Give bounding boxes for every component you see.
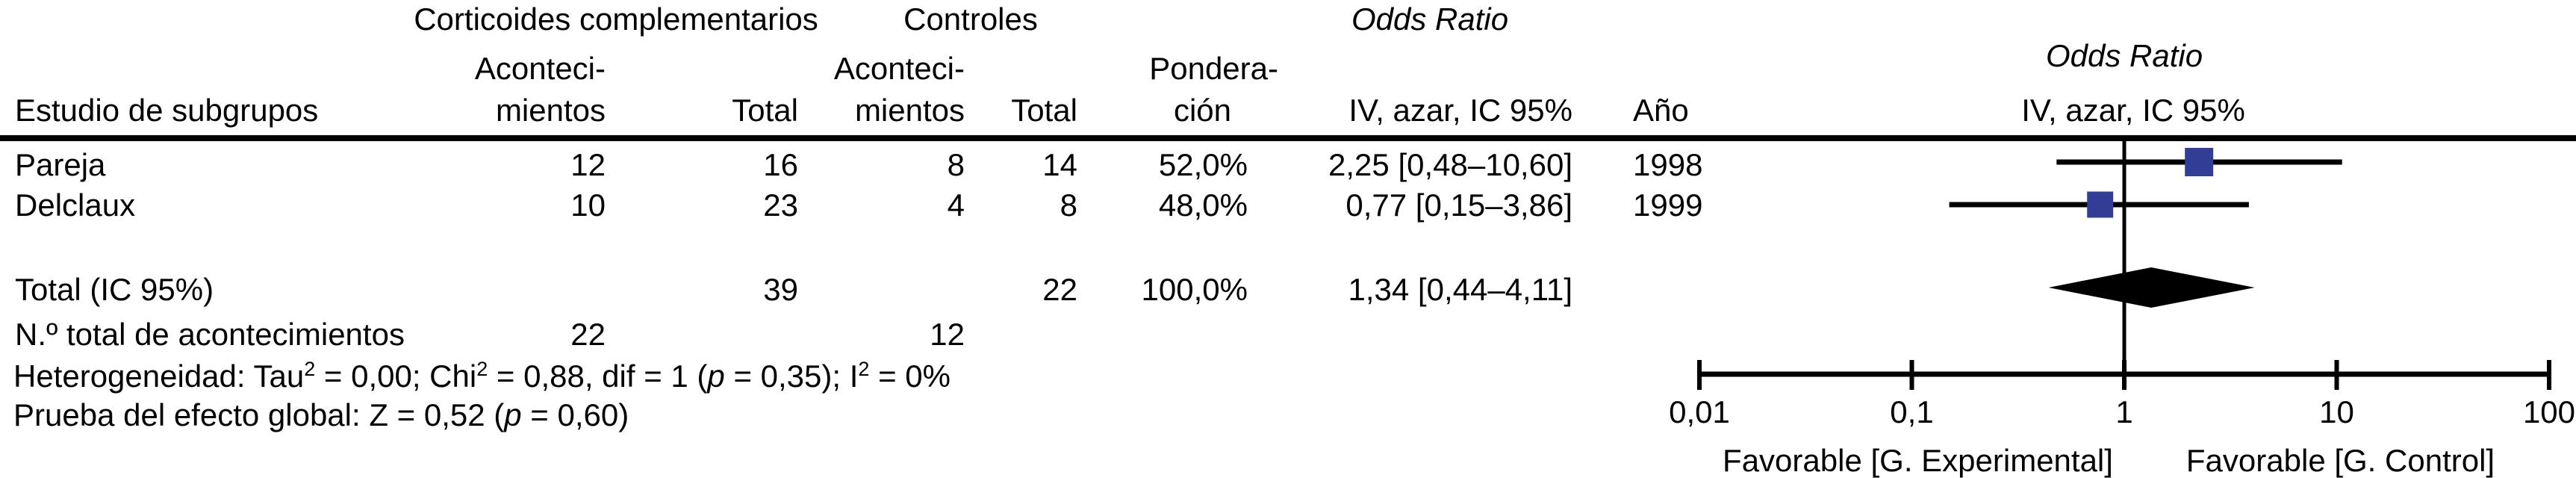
col-header-study: Estudio de subgrupos [15,93,319,128]
header-row-2: Aconteci- Aconteci- Pondera- [0,51,1717,87]
col-header-ctrl-events-1: Aconteci- [833,51,965,86]
axis-tick-label: 0,1 [1890,394,1933,429]
axis-tick-label: 0,01 [1669,394,1730,429]
plot-subtitle: IV, azar, IC 95% [2021,93,2245,128]
total-row: Total (IC 95%) 39 22 100,0% 1,34 [0,44–4… [0,270,1717,310]
total-ctrl-total: 22 [1042,272,1077,307]
table-row: Pareja 12 16 8 14 52,0% 2,25 [0,48–10,60… [0,145,1717,185]
col-header-or-ci: IV, azar, IC 95% [1348,93,1572,128]
col-header-ctrl-total: Total [1011,93,1077,128]
plot-title: Odds Ratio [2045,38,2203,73]
year: 1999 [1633,187,1703,223]
weight: 52,0% [1158,147,1248,182]
heterogeneity-stats: Heterogeneidad: Tau2 = 0,00; Chi2 = 0,88… [13,358,951,394]
total-ctrl-events: 12 [930,317,965,352]
ctrl-total: 8 [1060,187,1077,223]
or-ci: 0,77 [0,15–3,86] [1345,187,1572,223]
weight: 48,0% [1158,187,1248,223]
axis-tick-label: 100 [2523,394,2575,429]
total-events-label: N.º total de acontecimientos [15,317,405,352]
study-name: Pareja [15,147,106,182]
exp-total: 23 [763,187,798,223]
favors-left-label: Favorable [G. Experimental] [1723,443,2113,478]
col-header-weight-1: Pondera- [1149,51,1278,86]
col-header-year: Año [1633,93,1689,128]
col-header-weight-2: ción [1173,93,1231,128]
favors-right-label: Favorable [G. Control] [2186,443,2495,478]
header-row-3: Estudio de subgrupos mientos Total mient… [0,93,1717,128]
total-events-row: N.º total de acontecimientos 22 12 [0,314,1717,355]
col-header-exp-events-2: mientos [495,93,606,128]
total-label: Total (IC 95%) [15,272,214,307]
group-header-control: Controles [903,1,1038,37]
exp-total: 16 [763,147,798,182]
effect-square [2087,191,2114,218]
col-header-ctrl-events-2: mientos [854,93,965,128]
ctrl-total: 14 [1042,147,1077,182]
total-exp-total: 39 [763,272,798,307]
year: 1998 [1633,147,1703,182]
col-header-exp-total: Total [732,93,798,128]
total-exp-events: 22 [570,317,606,352]
ctrl-events: 8 [947,147,965,182]
exp-events: 10 [570,187,606,223]
total-weight: 100,0% [1141,272,1248,307]
total-or-ci: 1,34 [0,44–4,11] [1348,272,1572,307]
exp-events: 12 [570,147,606,182]
effect-square [2185,148,2214,176]
group-header-experimental: Corticoides complementarios [414,1,818,37]
forest-plot: 0,01 0,1 1 10 100 Favorable [G. Experimental]… [1669,141,2575,478]
col-header-exp-events-1: Aconteci- [474,51,606,86]
study-name: Delclaux [15,187,136,223]
table-row: Delclaux 10 23 4 8 48,0% 0,77 [0,15–3,86… [0,185,1717,226]
header-divider [0,135,2576,141]
overall-effect-stats: Prueba del efecto global: Z = 0,52 (p = … [13,397,629,432]
ctrl-events: 4 [947,187,965,223]
axis-tick-label: 10 [2319,394,2354,429]
group-header-odds-ratio: Odds Ratio [1351,1,1509,37]
axis-tick-label: 1 [2115,394,2132,429]
pooled-diamond [2048,267,2255,308]
or-ci: 2,25 [0,48–10,60] [1328,147,1572,182]
